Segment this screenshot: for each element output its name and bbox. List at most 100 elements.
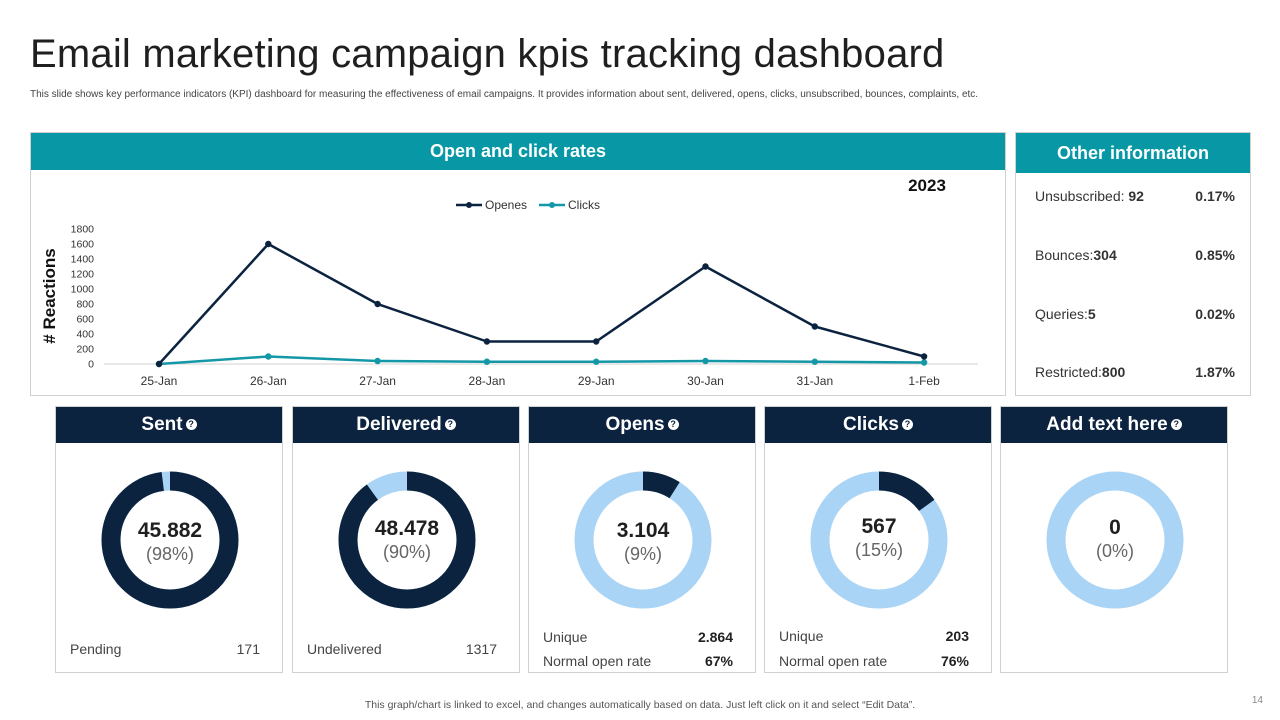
help-icon[interactable]: ?	[667, 419, 679, 430]
data-point-openes	[155, 360, 163, 368]
data-point-clicks	[920, 359, 928, 366]
y-tick-label: 0	[88, 359, 94, 371]
info-value: 304	[1093, 247, 1117, 263]
info-label: Bounces:	[1035, 247, 1094, 263]
info-label: Restricted:	[1035, 364, 1102, 380]
page-subtitle: This slide shows key performance indicat…	[30, 89, 979, 100]
delivered-donut	[338, 471, 476, 609]
help-icon[interactable]: ?	[185, 419, 197, 430]
data-point-openes	[920, 353, 928, 360]
x-tick-label: 27-Jan	[359, 374, 396, 388]
card-title: Sent	[141, 414, 183, 435]
card-value: 567	[861, 515, 897, 538]
card-header: Sent?	[56, 407, 282, 443]
donut-fill	[810, 471, 948, 609]
card-header: Opens?	[529, 407, 755, 443]
chart-year-title: 2023	[908, 176, 946, 195]
foot-value: 2.864	[697, 629, 733, 645]
card-percent: (90%)	[382, 542, 431, 562]
add-text-donut	[1046, 471, 1184, 609]
page-title: Email marketing campaign kpis tracking d…	[30, 32, 945, 76]
card-value: 45.882	[137, 519, 203, 542]
data-point-clicks	[265, 353, 272, 360]
sent-donut	[101, 471, 239, 609]
data-point-openes	[593, 338, 600, 345]
data-point-clicks	[811, 358, 818, 365]
data-point-clicks	[483, 358, 491, 365]
x-tick-label: 1-Feb	[908, 374, 940, 388]
y-tick-label: 800	[76, 299, 94, 311]
x-tick-label: 29-Jan	[578, 374, 615, 388]
clicks-card: Clicks? 567 (15%) Unique 203 Normal open…	[764, 406, 992, 673]
data-point-clicks	[593, 358, 600, 365]
card-value: 48.478	[374, 517, 440, 540]
y-tick-label: 400	[76, 329, 94, 341]
info-percent: 1.87%	[1195, 364, 1235, 380]
add-text-card: Add text here? 0 (0%)	[1000, 406, 1228, 673]
card-percent: (15%)	[854, 540, 903, 560]
sent-card: Sent? 45.882 (98%) Pending 171	[55, 406, 283, 673]
foot-row-undelivered: Undelivered 1317	[307, 641, 497, 657]
y-tick-label: 1400	[71, 254, 95, 266]
foot-row-normal-open-rate: Normal open rate 67%	[543, 653, 733, 669]
help-icon[interactable]: ?	[1170, 419, 1182, 430]
x-tick-label: 30-Jan	[687, 374, 724, 388]
y-tick-label: 1000	[71, 284, 95, 296]
legend-label-clicks: Clicks	[568, 198, 600, 212]
card-title: Clicks	[843, 414, 899, 435]
info-percent: 0.17%	[1195, 188, 1235, 204]
info-value: 800	[1101, 364, 1126, 380]
foot-value: 76%	[940, 653, 969, 669]
foot-label: Normal open rate	[779, 653, 888, 669]
donut-fill	[338, 471, 476, 609]
info-percent: 0.02%	[1195, 306, 1235, 322]
card-value: 3.104	[616, 519, 670, 542]
card-title: Add text here	[1046, 414, 1168, 435]
help-icon[interactable]: ?	[444, 419, 456, 430]
foot-label: Unique	[779, 628, 824, 644]
card-header: Delivered?	[293, 407, 519, 443]
y-tick-label: 1200	[71, 269, 95, 281]
series-line-clicks	[158, 355, 925, 366]
series-line-openes	[158, 242, 925, 365]
foot-label: Pending	[70, 641, 122, 657]
data-point-openes	[811, 323, 818, 330]
info-label: Unsubscribed:	[1035, 188, 1129, 204]
info-value: 5	[1087, 306, 1096, 322]
page-number: 14	[1251, 695, 1263, 706]
foot-label: Unique	[543, 629, 588, 645]
open-click-rates-panel[interactable]: Open and click rates 2023 # Reactions 0 200…	[30, 132, 1006, 396]
info-percent: 0.85%	[1195, 247, 1235, 263]
data-point-clicks	[374, 357, 381, 365]
foot-value: 171	[236, 641, 260, 657]
footer-note: This graph/chart is linked to excel, and…	[364, 699, 916, 711]
data-point-openes	[702, 263, 709, 270]
chart-panel-title: Open and click rates	[31, 133, 1005, 170]
data-point-openes	[265, 240, 272, 248]
card-percent: (0%)	[1095, 541, 1134, 561]
y-tick-label: 200	[76, 344, 94, 356]
y-tick-label: 600	[76, 314, 94, 326]
donut-track	[1046, 471, 1184, 609]
donut-fill	[101, 471, 239, 609]
data-point-openes	[374, 300, 381, 308]
foot-row-unique: Unique 203	[779, 628, 969, 644]
other-info-title: Other information	[1016, 133, 1250, 173]
other-information-panel: Other information Unsubscribed: 92 0.17%…	[1015, 132, 1251, 396]
donut-fill	[574, 471, 712, 609]
card-title: Delivered	[356, 414, 442, 435]
foot-value: 1317	[465, 641, 497, 657]
foot-row-normal-open-rate: Normal open rate 76%	[779, 653, 969, 669]
card-header: Clicks?	[765, 407, 991, 443]
help-icon[interactable]: ?	[901, 419, 913, 430]
legend-label-openes: Openes	[485, 198, 527, 212]
x-tick-label: 26-Jan	[250, 374, 287, 388]
clicks-donut	[810, 471, 948, 609]
x-tick-label: 28-Jan	[469, 374, 506, 388]
foot-label: Normal open rate	[543, 653, 652, 669]
foot-label: Undelivered	[307, 641, 382, 657]
opens-card: Opens? 3.104 (9%) Unique 2.864 Normal op…	[528, 406, 756, 673]
foot-row-unique: Unique 2.864	[543, 629, 733, 645]
line-chart[interactable]: 2023 # Reactions 0 200 400 600 800 1000 1200 1400…	[31, 170, 1005, 395]
y-tick-label: 1800	[71, 224, 95, 236]
